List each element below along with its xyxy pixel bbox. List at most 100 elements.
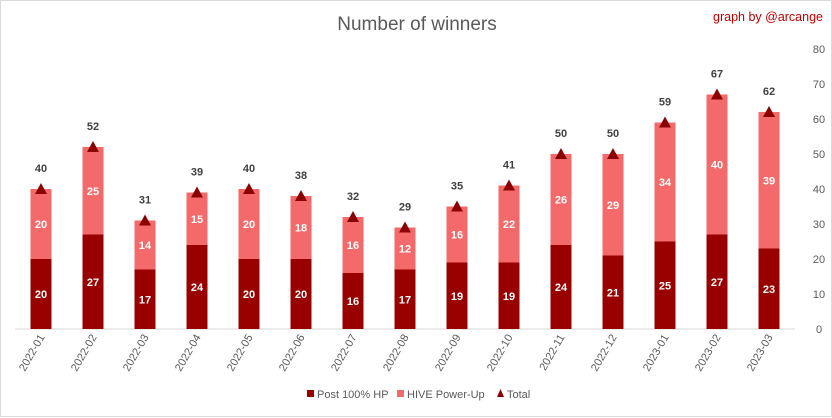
label-hive-power-up: 12 <box>399 244 411 256</box>
bar-post-100-hp <box>654 241 676 329</box>
bar-post-100-hp <box>186 245 208 329</box>
total-marker <box>451 200 463 212</box>
legend-label-post-100-hp: Post 100% HP <box>317 389 389 401</box>
x-tick-label: 2022-08 <box>381 333 412 374</box>
label-total: 32 <box>347 191 359 203</box>
y-tick-label: 40 <box>813 184 825 196</box>
total-marker <box>503 179 515 191</box>
label-total: 50 <box>555 128 567 140</box>
label-total: 67 <box>711 69 723 81</box>
total-marker <box>35 183 47 194</box>
bar-post-100-hp <box>238 259 260 329</box>
x-tick-label: 2022-07 <box>329 333 360 374</box>
label-hive-power-up: 39 <box>763 175 775 187</box>
x-axis: 2022-01 2022-02 2022-03 2022-04 2022-05 2022-… <box>17 333 776 374</box>
bar-post-100-hp <box>394 269 416 329</box>
label-total: 50 <box>607 128 619 140</box>
bar-post-100-hp <box>758 248 780 329</box>
y-tick-label: 50 <box>813 149 825 161</box>
y-tick-label: 20 <box>813 254 825 266</box>
legend: Post 100% HP HIVE Power-Up Total <box>307 389 530 401</box>
x-tick-label: 2022-12 <box>589 333 620 374</box>
label-hive-power-up: 26 <box>555 195 567 207</box>
bar-hive-power-up <box>82 147 104 235</box>
bar-post-100-hp <box>446 262 468 329</box>
x-tick-label: 2022-06 <box>277 333 308 374</box>
label-hive-power-up: 14 <box>139 240 152 252</box>
label-post-100-hp: 17 <box>399 294 411 306</box>
x-tick-label: 2023-01 <box>641 333 672 374</box>
label-post-100-hp: 24 <box>555 282 568 294</box>
x-tick-label: 2022-01 <box>17 333 48 374</box>
label-total: 41 <box>503 160 515 172</box>
total-marker <box>347 211 359 222</box>
total-marker <box>295 190 307 201</box>
bar-post-100-hp <box>498 262 520 329</box>
legend-swatch-total <box>497 389 504 397</box>
label-hive-power-up: 18 <box>295 223 307 235</box>
y-tick-label: 10 <box>813 289 825 301</box>
label-post-100-hp: 27 <box>87 277 99 289</box>
y-tick-label: 70 <box>813 79 825 91</box>
total-marker <box>191 186 203 198</box>
label-total: 39 <box>191 167 203 179</box>
label-hive-power-up: 29 <box>607 200 619 212</box>
total-marker <box>607 148 619 159</box>
x-tick-label: 2023-03 <box>745 333 776 374</box>
x-tick-label: 2023-02 <box>693 333 724 374</box>
label-hive-power-up: 25 <box>87 186 99 198</box>
total-marker <box>399 221 411 233</box>
legend-swatch-hive-power-up <box>397 390 404 397</box>
legend-swatch-post-100-hp <box>307 390 314 397</box>
total-marker <box>87 141 99 152</box>
bar-hive-power-up <box>446 206 468 263</box>
x-tick-label: 2022-11 <box>537 333 567 373</box>
y-tick-label: 0 <box>816 324 822 336</box>
label-post-100-hp: 20 <box>295 289 307 301</box>
bar-hive-power-up <box>602 154 624 256</box>
label-total: 38 <box>295 170 307 182</box>
total-marker <box>243 183 255 194</box>
label-post-100-hp: 19 <box>451 291 463 303</box>
x-tick-label: 2022-10 <box>485 333 516 374</box>
label-total: 62 <box>763 86 775 98</box>
x-tick-label: 2022-02 <box>69 333 100 374</box>
total-marker <box>659 116 671 128</box>
total-marker <box>711 88 723 100</box>
label-post-100-hp: 21 <box>607 287 619 299</box>
legend-label-total: Total <box>507 389 530 401</box>
label-post-100-hp: 16 <box>347 296 359 308</box>
label-total: 35 <box>451 181 463 193</box>
bar-post-100-hp <box>602 255 624 329</box>
bar-hive-power-up <box>654 122 676 242</box>
label-post-100-hp: 19 <box>503 291 515 303</box>
label-hive-power-up: 16 <box>347 240 359 252</box>
bar-hive-power-up <box>498 185 520 263</box>
label-post-100-hp: 24 <box>191 282 204 294</box>
bar-post-100-hp <box>134 269 156 329</box>
chart-title: Number of winners <box>337 14 496 35</box>
label-hive-power-up: 40 <box>711 160 723 172</box>
bar-hive-power-up <box>706 94 728 235</box>
bar-post-100-hp <box>550 245 572 329</box>
total-marker <box>763 106 775 117</box>
label-total: 31 <box>139 195 151 207</box>
bar-hive-power-up <box>186 192 208 245</box>
label-post-100-hp: 23 <box>763 284 775 296</box>
chart-credit: graph by @arcange <box>713 10 823 24</box>
bar-post-100-hp <box>706 234 728 329</box>
x-tick-label: 2022-04 <box>173 333 204 374</box>
label-post-100-hp: 17 <box>139 294 151 306</box>
bar-post-100-hp <box>290 259 312 329</box>
label-hive-power-up: 20 <box>35 219 47 231</box>
bar-hive-power-up <box>758 112 780 249</box>
label-total: 59 <box>659 97 671 109</box>
x-tick-label: 2022-05 <box>225 333 256 374</box>
bar-hive-power-up <box>30 189 52 259</box>
label-post-100-hp: 25 <box>659 280 671 292</box>
bars: 20 20 40 27 25 52 17 14 31 24 15 39 20 20 40 20 18 38 16 16… <box>30 69 780 329</box>
bar-post-100-hp <box>82 234 104 329</box>
label-hive-power-up: 20 <box>243 219 255 231</box>
